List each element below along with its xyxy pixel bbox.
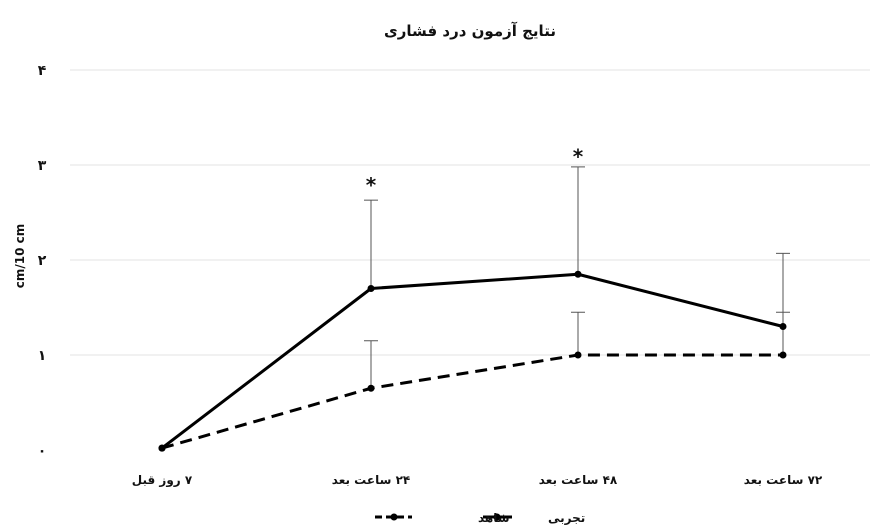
y-tick-label: ۳ bbox=[38, 158, 47, 174]
y-tick-label: ۰ bbox=[38, 443, 47, 459]
x-tick-label: ۲۴ ساعت بعد bbox=[332, 473, 410, 487]
y-tick-label: ۱ bbox=[38, 348, 47, 364]
y-tick-label: ۲ bbox=[38, 253, 47, 269]
legend-label: شاهد bbox=[478, 511, 510, 525]
error-bars bbox=[364, 166, 790, 389]
data-point bbox=[779, 351, 787, 359]
data-point bbox=[367, 384, 375, 392]
series-line bbox=[161, 272, 784, 450]
legend: تجربی شاهد bbox=[375, 511, 585, 525]
significance-asterisk: * bbox=[366, 173, 377, 197]
data-point bbox=[574, 270, 582, 278]
significance-asterisk: * bbox=[573, 145, 584, 169]
legend-swatch-marker bbox=[390, 513, 398, 521]
legend-label: تجربی bbox=[548, 511, 585, 525]
x-tick-label: ۷ روز قبل bbox=[132, 473, 193, 488]
data-point bbox=[574, 351, 582, 359]
data-point bbox=[367, 285, 375, 292]
significance-annotations: ** bbox=[366, 145, 584, 198]
y-tick-label: ۴ bbox=[38, 63, 47, 79]
legend-swatch-marker bbox=[493, 513, 501, 521]
x-tick-label: ۴۸ ساعت بعد bbox=[539, 473, 618, 487]
x-tick-label: ۷۲ ساعت بعد bbox=[744, 473, 823, 487]
series-lines bbox=[158, 270, 787, 452]
x-axis-ticks: ۷ روز قبل ۲۴ ساعت بعد ۴۸ ساعت بعد ۷۲ ساعت ب… bbox=[132, 473, 823, 488]
data-point bbox=[779, 323, 787, 330]
y-axis-label: cm/10 cm bbox=[13, 224, 27, 289]
chart-title: نتایج آزمون درد فشاری bbox=[384, 22, 556, 40]
data-point bbox=[158, 444, 166, 452]
series-line bbox=[161, 353, 783, 450]
y-axis-ticks: ۰ ۱ ۲ ۳ ۴ bbox=[38, 63, 47, 459]
gridlines bbox=[70, 69, 870, 356]
